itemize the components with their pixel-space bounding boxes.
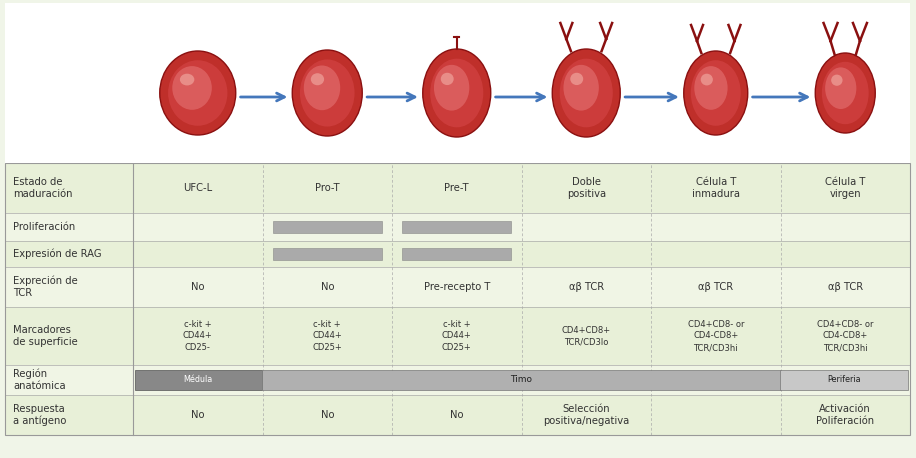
Ellipse shape (431, 59, 484, 127)
Text: αβ TCR: αβ TCR (569, 282, 604, 292)
Text: No: No (450, 410, 463, 420)
Bar (273, 221, 382, 233)
Ellipse shape (311, 73, 324, 85)
Ellipse shape (423, 49, 491, 137)
Bar (5, 163, 910, 435)
Bar (5, 365, 910, 395)
Text: Expresión de RAG: Expresión de RAG (13, 249, 102, 259)
Ellipse shape (434, 65, 469, 110)
Ellipse shape (831, 75, 843, 86)
Text: Médula: Médula (183, 376, 213, 385)
Ellipse shape (180, 74, 194, 86)
Text: Célula T
inmadura: Célula T inmadura (692, 177, 740, 199)
Ellipse shape (159, 51, 235, 135)
Bar (5, 395, 910, 435)
Text: αβ TCR: αβ TCR (828, 282, 863, 292)
Text: c-kit +
CD44+
CD25+: c-kit + CD44+ CD25+ (442, 320, 472, 352)
Bar (5, 213, 910, 241)
Text: Selección
positiva/negativa: Selección positiva/negativa (543, 404, 629, 426)
Ellipse shape (169, 60, 227, 126)
Text: Región
anatómica: Región anatómica (13, 369, 66, 391)
Text: Célula T
virgen: Célula T virgen (825, 177, 866, 199)
Bar (261, 370, 781, 390)
Ellipse shape (825, 67, 856, 109)
Text: Marcadores
de superficie: Marcadores de superficie (13, 325, 78, 347)
Bar (402, 221, 511, 233)
Text: Proliferación: Proliferación (13, 222, 75, 232)
Bar (5, 163, 910, 213)
Bar (780, 370, 908, 390)
Ellipse shape (822, 62, 868, 124)
Ellipse shape (683, 51, 747, 135)
Ellipse shape (300, 60, 354, 126)
Ellipse shape (701, 74, 713, 86)
Text: Timo: Timo (510, 376, 532, 385)
Bar (5, 307, 910, 365)
Ellipse shape (304, 65, 340, 110)
Text: CD4+CD8- or
CD4-CD8+
TCR/CD3hi: CD4+CD8- or CD4-CD8+ TCR/CD3hi (817, 320, 874, 352)
Text: Doble
positiva: Doble positiva (567, 177, 605, 199)
Text: Pro-T: Pro-T (315, 183, 340, 193)
Bar (273, 248, 382, 260)
Text: No: No (321, 410, 334, 420)
Ellipse shape (691, 60, 741, 126)
Text: c-kit +
CD44+
CD25-: c-kit + CD44+ CD25- (183, 320, 213, 352)
Bar (5, 3, 910, 163)
Ellipse shape (815, 53, 876, 133)
Text: No: No (191, 410, 204, 420)
Text: Pre-T: Pre-T (444, 183, 469, 193)
Text: αβ TCR: αβ TCR (698, 282, 734, 292)
Bar (5, 267, 910, 307)
Ellipse shape (552, 49, 620, 137)
Text: Periferia: Periferia (827, 376, 860, 385)
Ellipse shape (560, 59, 613, 127)
Text: UFC-L: UFC-L (183, 183, 213, 193)
Bar (402, 248, 511, 260)
Ellipse shape (172, 66, 212, 110)
Ellipse shape (441, 73, 453, 85)
Text: CD4+CD8- or
CD4-CD8+
TCR/CD3hi: CD4+CD8- or CD4-CD8+ TCR/CD3hi (688, 320, 744, 352)
Text: Activación
Poliferación: Activación Poliferación (816, 404, 874, 426)
Ellipse shape (563, 65, 599, 110)
Text: Expreción de
TCR: Expreción de TCR (13, 276, 78, 298)
Text: Estado de
maduración: Estado de maduración (13, 177, 72, 199)
Ellipse shape (571, 73, 583, 85)
Text: Pre-recepto T: Pre-recepto T (423, 282, 490, 292)
Bar (135, 370, 261, 390)
Ellipse shape (694, 66, 727, 110)
Bar (5, 241, 910, 267)
Text: CD4+CD8+
TCR/CD3lo: CD4+CD8+ TCR/CD3lo (562, 326, 611, 346)
Text: Respuesta
a antígeno: Respuesta a antígeno (13, 404, 66, 426)
Text: c-kit +
CD44+
CD25+: c-kit + CD44+ CD25+ (312, 320, 342, 352)
Text: No: No (321, 282, 334, 292)
Text: No: No (191, 282, 204, 292)
Ellipse shape (292, 50, 362, 136)
